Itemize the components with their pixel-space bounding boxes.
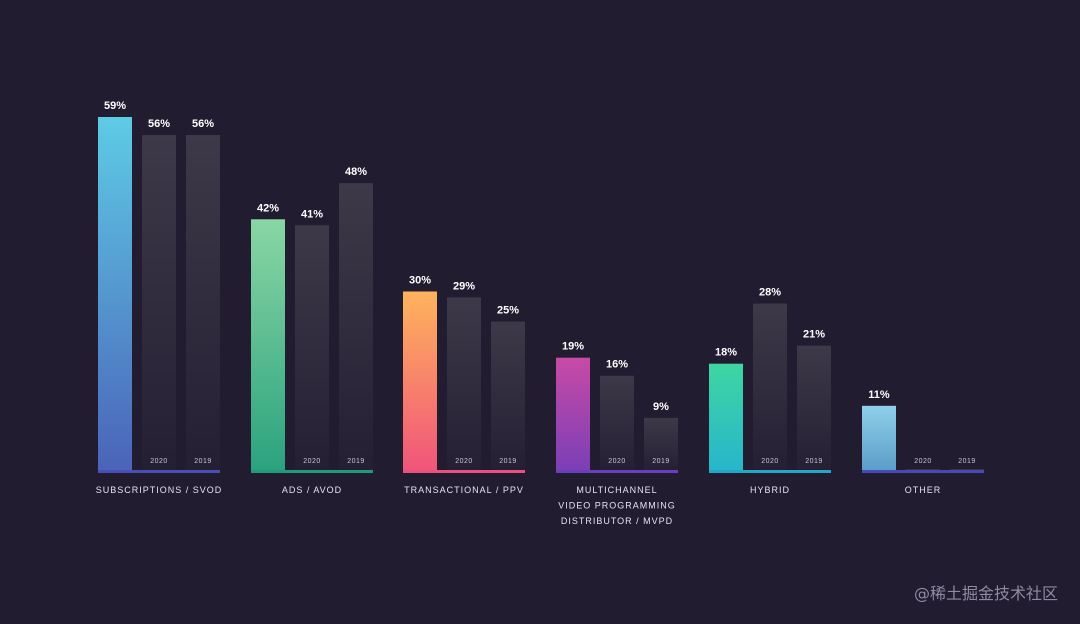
category-label: MULTICHANNEL: [576, 485, 657, 495]
category-label: OTHER: [905, 485, 942, 495]
bar-group: 11% 2020 2019 OTHER: [862, 389, 984, 495]
year-label: 2020: [761, 458, 779, 465]
data-label: 11%: [868, 389, 890, 401]
data-label: 48%: [345, 166, 367, 178]
year-label: 2019: [805, 458, 823, 465]
bar-group: 18% 28% 2020 21% 2019 HYBRID: [709, 287, 831, 495]
baseline: [556, 470, 678, 473]
data-label: 29%: [453, 281, 475, 293]
bar-2019: [644, 417, 678, 472]
bar-2020: [600, 375, 634, 472]
category-label: ADS / AVOD: [282, 485, 342, 495]
data-label: 25%: [497, 305, 519, 317]
year-label: 2019: [958, 458, 976, 465]
year-label: 2020: [303, 458, 321, 465]
year-label: 2020: [608, 458, 626, 465]
bar-group: 42% 41% 2020 48% 2019 ADS / AVOD: [251, 166, 373, 495]
bar-group: 19% 16% 2020 9% 2019 MULTICHANNEL VIDEO PROGRA…: [556, 341, 678, 526]
baseline: [709, 470, 831, 473]
bar-group: 30% 29% 2020 25% 2019 TRANSACTIONAL / PPV: [403, 274, 525, 495]
data-label: 56%: [192, 118, 214, 130]
baseline: [403, 470, 525, 473]
baseline: [251, 470, 373, 473]
data-label: 16%: [606, 359, 628, 371]
category-label: SUBSCRIPTIONS / SVOD: [96, 485, 223, 495]
bar-2020: [753, 303, 787, 472]
data-label: 18%: [715, 347, 737, 359]
bar-current: [556, 357, 590, 472]
year-label: 2020: [455, 458, 473, 465]
data-label: 59%: [104, 100, 126, 112]
data-label: 19%: [562, 341, 584, 353]
year-label: 2019: [652, 458, 670, 465]
bar-2020: [447, 297, 481, 472]
data-label: 21%: [803, 329, 825, 341]
bar-2019: [491, 321, 525, 472]
bar-current: [709, 363, 743, 472]
category-label: VIDEO PROGRAMMING: [558, 501, 676, 511]
bar-2019: [186, 135, 220, 472]
bar-2020: [295, 225, 329, 472]
bar-2019: [339, 183, 373, 472]
data-label: 9%: [653, 401, 669, 413]
data-label: 30%: [409, 274, 431, 286]
baseline: [98, 470, 220, 473]
year-label: 2019: [347, 458, 365, 465]
bar-group: 59% 56% 2020 56% 2019 SUBSCRIPTIONS / SVOD: [96, 100, 223, 495]
watermark: @稀土掘金技术社区: [913, 584, 1058, 603]
bar-2019: [797, 345, 831, 472]
category-label: TRANSACTIONAL / PPV: [404, 485, 524, 495]
bar-current: [251, 219, 285, 472]
category-label: DISTRIBUTOR / MVPD: [561, 516, 673, 526]
bar-current: [98, 117, 132, 472]
bar-current: [862, 405, 896, 472]
baseline: [862, 470, 984, 473]
data-label: 28%: [759, 287, 781, 299]
data-label: 41%: [301, 208, 323, 220]
year-label: 2020: [914, 458, 932, 465]
bar-current: [403, 291, 437, 472]
year-label: 2020: [150, 458, 168, 465]
year-label: 2019: [194, 458, 212, 465]
data-label: 56%: [148, 118, 170, 130]
data-label: 42%: [257, 202, 279, 214]
category-label: HYBRID: [750, 485, 790, 495]
bar-2020: [142, 135, 176, 472]
year-label: 2019: [499, 458, 517, 465]
